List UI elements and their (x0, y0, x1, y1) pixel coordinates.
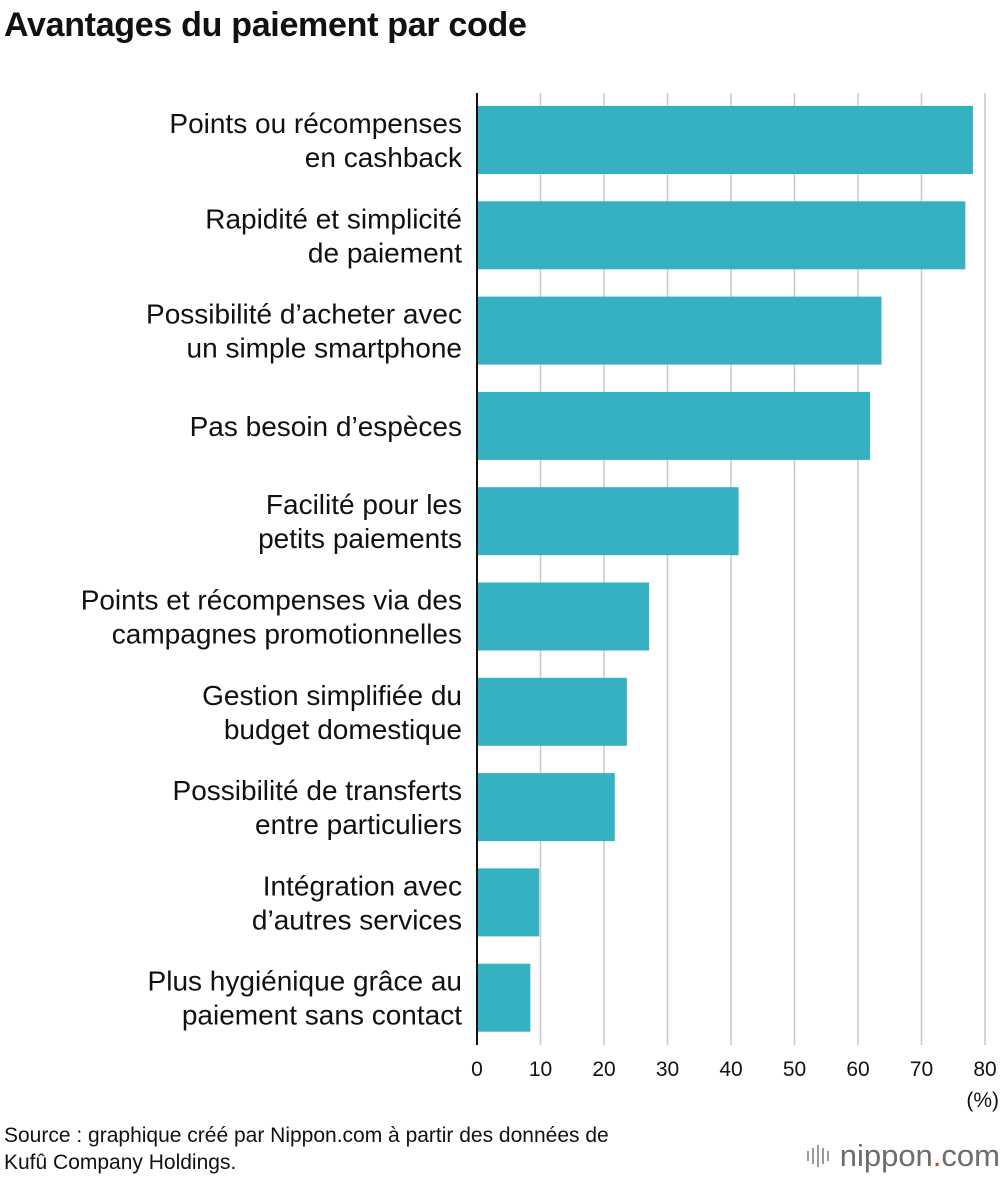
source-line-1: Source : graphique créé par Nippon.com à… (4, 1124, 609, 1147)
category-label-line: de paiement (308, 237, 462, 268)
category-label: Gestion simplifiée du budget domestique (202, 680, 462, 745)
bar (478, 868, 540, 937)
category-label: Points et récompenses via des campagnes p… (81, 585, 462, 650)
logo-tld: com (941, 1138, 1000, 1173)
category-label-line: Points et récompenses via des (81, 585, 462, 616)
logo-dot: . (932, 1138, 942, 1173)
category-label-line: Facilité pour les (266, 489, 462, 520)
category-label-line: Possibilité de transferts (173, 775, 462, 806)
x-tick-label: 30 (656, 1058, 679, 1081)
bar (478, 391, 871, 460)
logo-main: nippon (839, 1138, 933, 1173)
bars (478, 106, 973, 1032)
category-labels: Points ou récompenses en cashback Rapidité… (81, 108, 463, 1031)
bar (478, 106, 973, 174)
category-label: Intégration avec d’autres services (252, 870, 462, 935)
x-tick-label: 60 (846, 1058, 869, 1081)
category-label-line: campagnes promotionnelles (112, 619, 462, 650)
category-label-line: Rapidité et simplicité (205, 203, 462, 234)
bar (478, 963, 531, 1032)
category-label-line: Possibilité d’acheter avec (146, 299, 462, 330)
category-label-line: budget domestique (224, 714, 462, 745)
x-tick-label: 80 (973, 1058, 996, 1081)
category-label-line: un simple smartphone (187, 333, 462, 364)
category-label-line: d’autres services (252, 904, 462, 935)
category-label: Plus hygiénique grâce au paiement sans co… (148, 966, 463, 1031)
category-label-line: entre particuliers (255, 809, 462, 840)
source-line-2: Kufû Company Holdings. (4, 1151, 237, 1174)
source-note: Source : graphique créé par Nippon.com à… (4, 1122, 744, 1176)
category-label: Possibilité de transferts entre particuli… (173, 775, 462, 840)
category-label-line: paiement sans contact (182, 1000, 462, 1031)
category-label-line: Intégration avec (263, 870, 462, 901)
x-tick-label: 70 (910, 1058, 933, 1081)
x-tick-label: 10 (529, 1058, 552, 1081)
bar-chart: Points ou récompenses en cashback Rapidité… (81, 93, 999, 1112)
category-label-line: petits paiements (258, 523, 462, 554)
x-tick-label: 0 (471, 1058, 483, 1081)
x-axis-unit: (%) (966, 1089, 999, 1112)
logo-bars-icon (806, 1145, 832, 1167)
bar (478, 773, 615, 842)
category-label-line: Plus hygiénique grâce au (148, 966, 462, 997)
category-label-line: Points ou récompenses (169, 108, 462, 139)
bar (478, 677, 627, 746)
category-label: Pas besoin d’espèces (190, 411, 462, 442)
category-label-line: Pas besoin d’espèces (190, 411, 462, 442)
x-tick-label: 20 (592, 1058, 615, 1081)
category-label: Facilité pour les petits paiements (258, 489, 462, 554)
bar (478, 201, 966, 270)
bar (478, 487, 739, 556)
category-label-line: Gestion simplifiée du (202, 680, 462, 711)
x-tick-label: 40 (719, 1058, 742, 1081)
category-label-line: en cashback (305, 142, 463, 173)
x-tick-labels: 0 10 20 30 40 50 60 70 80 (471, 1058, 997, 1081)
category-label: Rapidité et simplicité de paiement (205, 203, 462, 268)
chart-title: Avantages du paiement par code (4, 6, 527, 44)
category-label: Points ou récompenses en cashback (169, 108, 463, 173)
nippon-logo: nippon. com (806, 1138, 1000, 1174)
bar (478, 582, 650, 651)
x-tick-label: 50 (783, 1058, 806, 1081)
bar (478, 296, 882, 365)
category-label: Possibilité d’acheter avec un simple smar… (146, 299, 462, 364)
